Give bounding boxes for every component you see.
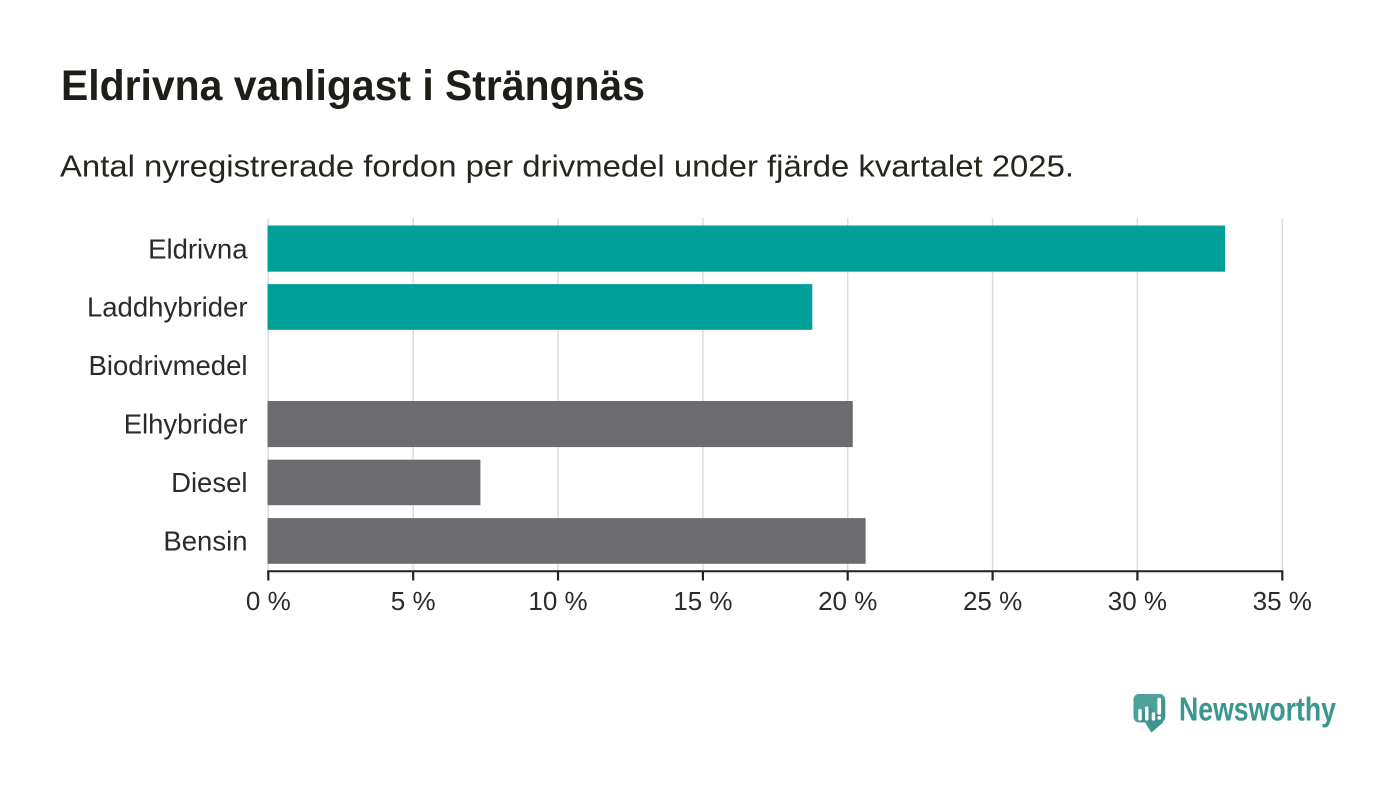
- svg-text:35 %: 35 %: [1253, 586, 1312, 616]
- svg-text:Biodrivmedel: Biodrivmedel: [89, 350, 248, 381]
- svg-text:10 %: 10 %: [528, 586, 587, 616]
- svg-text:25 %: 25 %: [963, 586, 1022, 616]
- svg-text:Eldrivna: Eldrivna: [148, 234, 248, 265]
- svg-text:Newsworthy: Newsworthy: [1179, 691, 1337, 728]
- svg-text:0 %: 0 %: [246, 586, 291, 616]
- svg-text:Bensin: Bensin: [163, 525, 247, 556]
- svg-text:Antal nyregistrerade fordon pe: Antal nyregistrerade fordon per drivmede…: [60, 150, 1074, 184]
- svg-text:Diesel: Diesel: [171, 467, 247, 498]
- svg-text:5 %: 5 %: [391, 586, 436, 616]
- svg-text:Elhybrider: Elhybrider: [124, 408, 248, 439]
- svg-text:Laddhybrider: Laddhybrider: [87, 291, 248, 322]
- svg-text:30 %: 30 %: [1108, 586, 1167, 616]
- svg-text:15 %: 15 %: [673, 586, 732, 616]
- svg-text:20 %: 20 %: [818, 586, 877, 616]
- svg-text:Eldrivna vanligast i Strängnäs: Eldrivna vanligast i Strängnäs: [61, 62, 645, 110]
